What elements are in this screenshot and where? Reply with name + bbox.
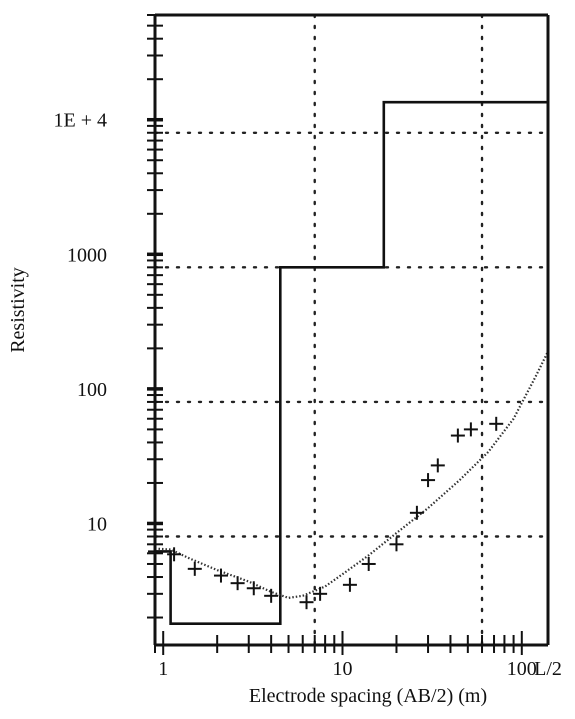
data-point-8 — [313, 586, 328, 601]
y-axis-label: Resistivity — [7, 267, 29, 353]
x-tick-label-3: L/2 — [534, 658, 562, 680]
series-layer — [148, 100, 549, 626]
layer-model-line — [155, 100, 548, 626]
x-tick-label-2: 100 — [507, 658, 537, 680]
data-point-15 — [450, 428, 465, 443]
data-point-12 — [409, 505, 424, 520]
data-point-4 — [230, 576, 245, 591]
plot-frame — [153, 13, 550, 655]
data-point-16 — [463, 422, 478, 437]
data-point-13 — [421, 473, 436, 488]
data-point-2 — [187, 561, 202, 576]
data-point-3 — [213, 568, 228, 583]
y-tick-label-2: 1000 — [67, 244, 107, 266]
data-point-9 — [342, 577, 357, 592]
x-tick-label-1: 10 — [333, 658, 353, 680]
y-tick-label-3: 1E + 4 — [54, 110, 108, 132]
grid-layer — [153, 13, 550, 647]
calculated-curve — [154, 350, 549, 600]
data-point-5 — [246, 581, 261, 596]
data-point-14 — [430, 458, 445, 473]
data-point-17 — [489, 416, 504, 431]
data-point-1 — [167, 547, 182, 562]
y-tick-label-1: 100 — [77, 379, 107, 401]
data-point-11 — [389, 537, 404, 552]
data-point-6 — [264, 588, 279, 603]
data-point-7 — [299, 595, 314, 610]
x-tick-label-0: 1 — [158, 658, 168, 680]
x-axis-label: Electrode spacing (AB/2) (m) — [249, 685, 487, 707]
data-point-10 — [361, 556, 376, 571]
y-tick-label-0: 10 — [87, 513, 107, 535]
